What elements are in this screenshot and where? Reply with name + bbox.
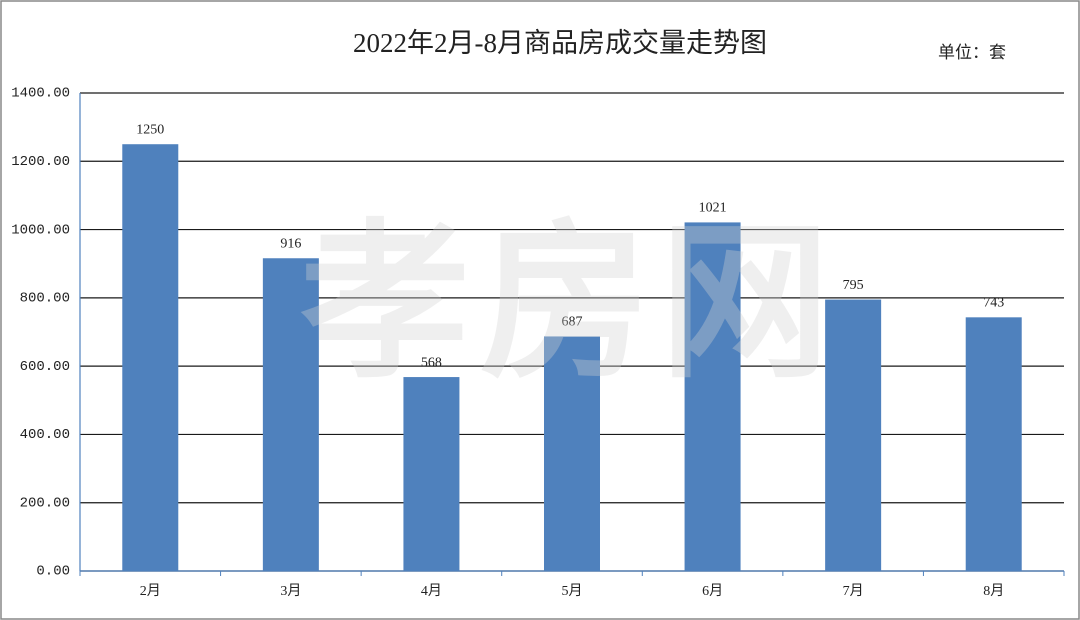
- bar: [544, 336, 600, 571]
- x-tick-label: 2月: [140, 583, 161, 599]
- y-tick-label: 200.00: [20, 495, 70, 511]
- x-tick-label: 6月: [702, 583, 723, 599]
- y-tick-label: 1400.00: [11, 86, 70, 102]
- bar: [825, 299, 882, 571]
- y-tick-label: 800.00: [20, 291, 70, 307]
- data-label: 1021: [699, 201, 727, 216]
- bar: [262, 258, 319, 571]
- x-tick-label: 5月: [562, 583, 583, 599]
- x-tick-label: 7月: [843, 583, 864, 599]
- chart-title: 2022年2月-8月商品房成交量走势图: [353, 28, 767, 58]
- x-tick-label: 8月: [983, 583, 1004, 599]
- bar: [965, 317, 1022, 571]
- data-label: 687: [562, 315, 583, 330]
- bar: [122, 144, 179, 571]
- data-label: 568: [421, 355, 442, 370]
- data-label: 916: [280, 236, 301, 251]
- data-label: 795: [843, 278, 864, 293]
- y-tick-label: 400.00: [20, 427, 70, 443]
- x-tick-label: 3月: [280, 583, 301, 599]
- bar: [403, 377, 460, 571]
- data-label: 743: [983, 296, 1004, 311]
- y-tick-label: 600.00: [20, 359, 70, 375]
- data-label: 1250: [136, 122, 164, 137]
- y-tick-label: 1200.00: [11, 154, 70, 170]
- unit-label: 单位：套: [938, 43, 1006, 62]
- bar: [684, 222, 741, 571]
- x-tick-label: 4月: [421, 583, 442, 599]
- y-tick-label: 0.00: [36, 564, 70, 580]
- watermark: 孝房网: [300, 204, 840, 402]
- y-tick-label: 1000.00: [11, 222, 70, 238]
